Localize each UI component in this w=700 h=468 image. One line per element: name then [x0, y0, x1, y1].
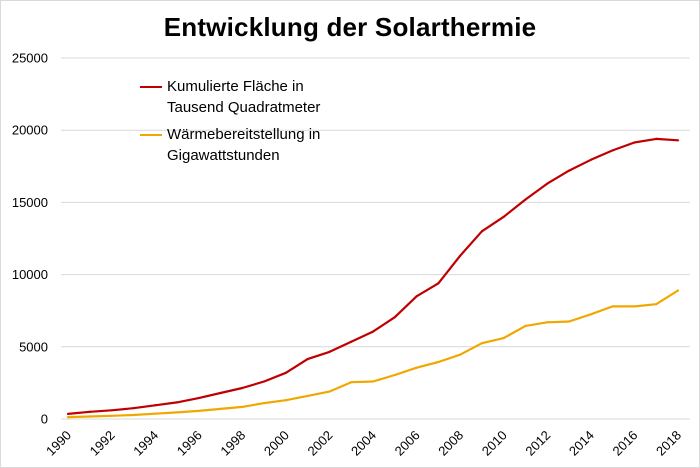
y-tick-label: 5000 — [19, 339, 48, 354]
data-point — [371, 330, 375, 333]
x-tick-label: 2000 — [261, 428, 292, 459]
x-tick-label: 2018 — [653, 428, 684, 459]
data-point — [437, 282, 440, 285]
data-point — [546, 321, 549, 324]
data-point — [502, 337, 505, 340]
data-point — [611, 149, 614, 152]
data-point — [110, 409, 113, 412]
data-point — [154, 404, 157, 407]
data-point — [567, 320, 571, 323]
data-point — [589, 313, 592, 316]
data-point — [437, 360, 440, 364]
data-point — [154, 412, 157, 415]
y-tick-label: 10000 — [12, 267, 48, 282]
y-tick-label: 0 — [41, 412, 48, 427]
data-point — [284, 399, 287, 402]
legend-item-flaeche: Kumulierte Fläche in Tausend Quadratmete… — [140, 76, 320, 118]
x-tick-label: 2010 — [479, 428, 510, 459]
y-tick-label: 25000 — [12, 51, 48, 66]
data-point — [88, 410, 91, 413]
data-point — [655, 303, 658, 306]
x-tick-label: 2002 — [304, 428, 335, 459]
x-tick-label: 2014 — [566, 428, 597, 459]
data-point — [306, 357, 309, 361]
x-tick-label: 2004 — [348, 428, 379, 459]
legend-item-waerme: Wärmebereitstellung in Gigawattstunden — [140, 124, 320, 166]
data-point — [633, 141, 636, 144]
data-point — [480, 342, 484, 345]
data-point — [197, 396, 200, 400]
y-tick-label: 15000 — [12, 195, 48, 210]
data-point — [611, 305, 614, 308]
data-point — [219, 391, 222, 395]
legend: Kumulierte Fläche in Tausend Quadratmete… — [140, 76, 320, 172]
data-point — [66, 412, 70, 416]
x-tick-label: 1992 — [87, 428, 118, 459]
data-point — [350, 381, 353, 384]
x-axis-tick-labels: 1990 1992 1994 1996 1998 2000 2002 2004 2006 2008… — [43, 428, 684, 459]
x-tick-label: 2006 — [392, 428, 423, 459]
x-tick-label: 1996 — [174, 428, 205, 459]
data-point — [393, 373, 396, 377]
data-point — [175, 401, 179, 404]
data-point — [524, 324, 527, 327]
data-point — [175, 411, 179, 414]
data-point — [676, 289, 680, 292]
data-point — [371, 380, 375, 383]
data-point — [219, 407, 222, 410]
data-point — [197, 409, 200, 413]
data-point — [480, 230, 484, 233]
data-point — [655, 137, 658, 140]
data-point — [66, 416, 70, 419]
data-point — [132, 413, 135, 417]
legend-label-waerme: Wärmebereitstellung in Gigawattstunden — [167, 126, 321, 164]
gridlines — [61, 57, 690, 420]
legend-label-flaeche: Kumulierte Fläche in Tausend Quadratmete… — [167, 78, 321, 116]
data-point — [415, 366, 418, 369]
x-tick-label: 1998 — [217, 428, 248, 459]
data-point — [676, 139, 680, 142]
data-point — [328, 390, 331, 393]
data-point — [132, 407, 135, 410]
x-tick-label: 2012 — [522, 428, 553, 459]
data-point — [241, 405, 244, 408]
data-point — [633, 305, 636, 308]
data-point — [546, 182, 549, 185]
x-tick-label: 2008 — [435, 428, 466, 459]
chart-title: Entwicklung der Solarthermie — [163, 12, 537, 42]
data-point — [306, 394, 309, 397]
data-point — [393, 316, 396, 319]
data-point — [88, 415, 91, 418]
data-point — [262, 380, 266, 383]
data-point — [262, 402, 266, 405]
series-lines — [66, 137, 680, 419]
data-point — [110, 414, 113, 417]
data-point — [241, 386, 244, 390]
y-tick-label: 20000 — [12, 123, 48, 138]
y-axis-tick-labels: 0 5000 10000 15000 20000 25000 — [12, 51, 48, 427]
data-point — [567, 169, 571, 172]
data-point — [350, 340, 353, 343]
data-point — [524, 198, 527, 201]
data-point — [459, 254, 462, 257]
data-point — [502, 215, 505, 218]
series-line-waerme — [67, 289, 679, 419]
series-line-flaeche — [67, 137, 679, 415]
x-tick-label: 1994 — [130, 428, 161, 459]
x-tick-label: 1990 — [43, 428, 74, 459]
data-point — [459, 353, 462, 356]
legend-swatch-flaeche — [140, 86, 162, 88]
data-point — [589, 158, 592, 161]
data-point — [284, 371, 287, 374]
x-tick-label: 2016 — [609, 428, 640, 459]
data-point — [415, 295, 418, 298]
data-point — [328, 350, 331, 353]
legend-swatch-waerme — [140, 134, 162, 136]
